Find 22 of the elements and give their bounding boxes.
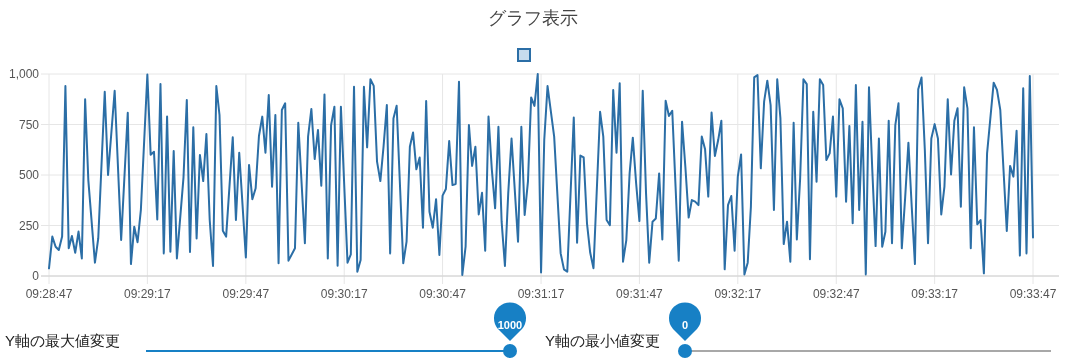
line-series [48, 73, 1034, 276]
x-tick-label: 09:32:17 [714, 287, 762, 301]
x-tick-label: 09:32:47 [812, 287, 860, 301]
x-tick-label: 09:31:17 [517, 287, 565, 301]
text: 1000 [497, 319, 523, 331]
x-tick-label: 09:29:17 [124, 287, 172, 301]
x-tick-label: 09:28:47 [25, 287, 73, 301]
x-tick-label: 09:33:17 [911, 287, 959, 301]
y-tick-label: 250 [18, 218, 40, 233]
text: Y軸の最大値変更 [5, 332, 121, 349]
y-tick-label: 500 [18, 168, 40, 182]
x-tick-label: 09:30:47 [419, 287, 467, 301]
x-tick-label: 09:31:47 [616, 287, 664, 301]
x-tick-label: 09:29:47 [222, 287, 270, 301]
y-tick-label: 0 [32, 269, 40, 283]
text: Y軸の最小値変更 [545, 332, 661, 349]
y-tick-label: 1,000 [8, 67, 40, 81]
y-tick-label: 750 [18, 117, 40, 132]
x-tick-label: 09:30:17 [320, 287, 368, 301]
x-tick-label: 09:33:47 [1009, 287, 1057, 301]
chart-title: グラフ表示 [488, 8, 578, 28]
text: 0 [681, 319, 689, 331]
